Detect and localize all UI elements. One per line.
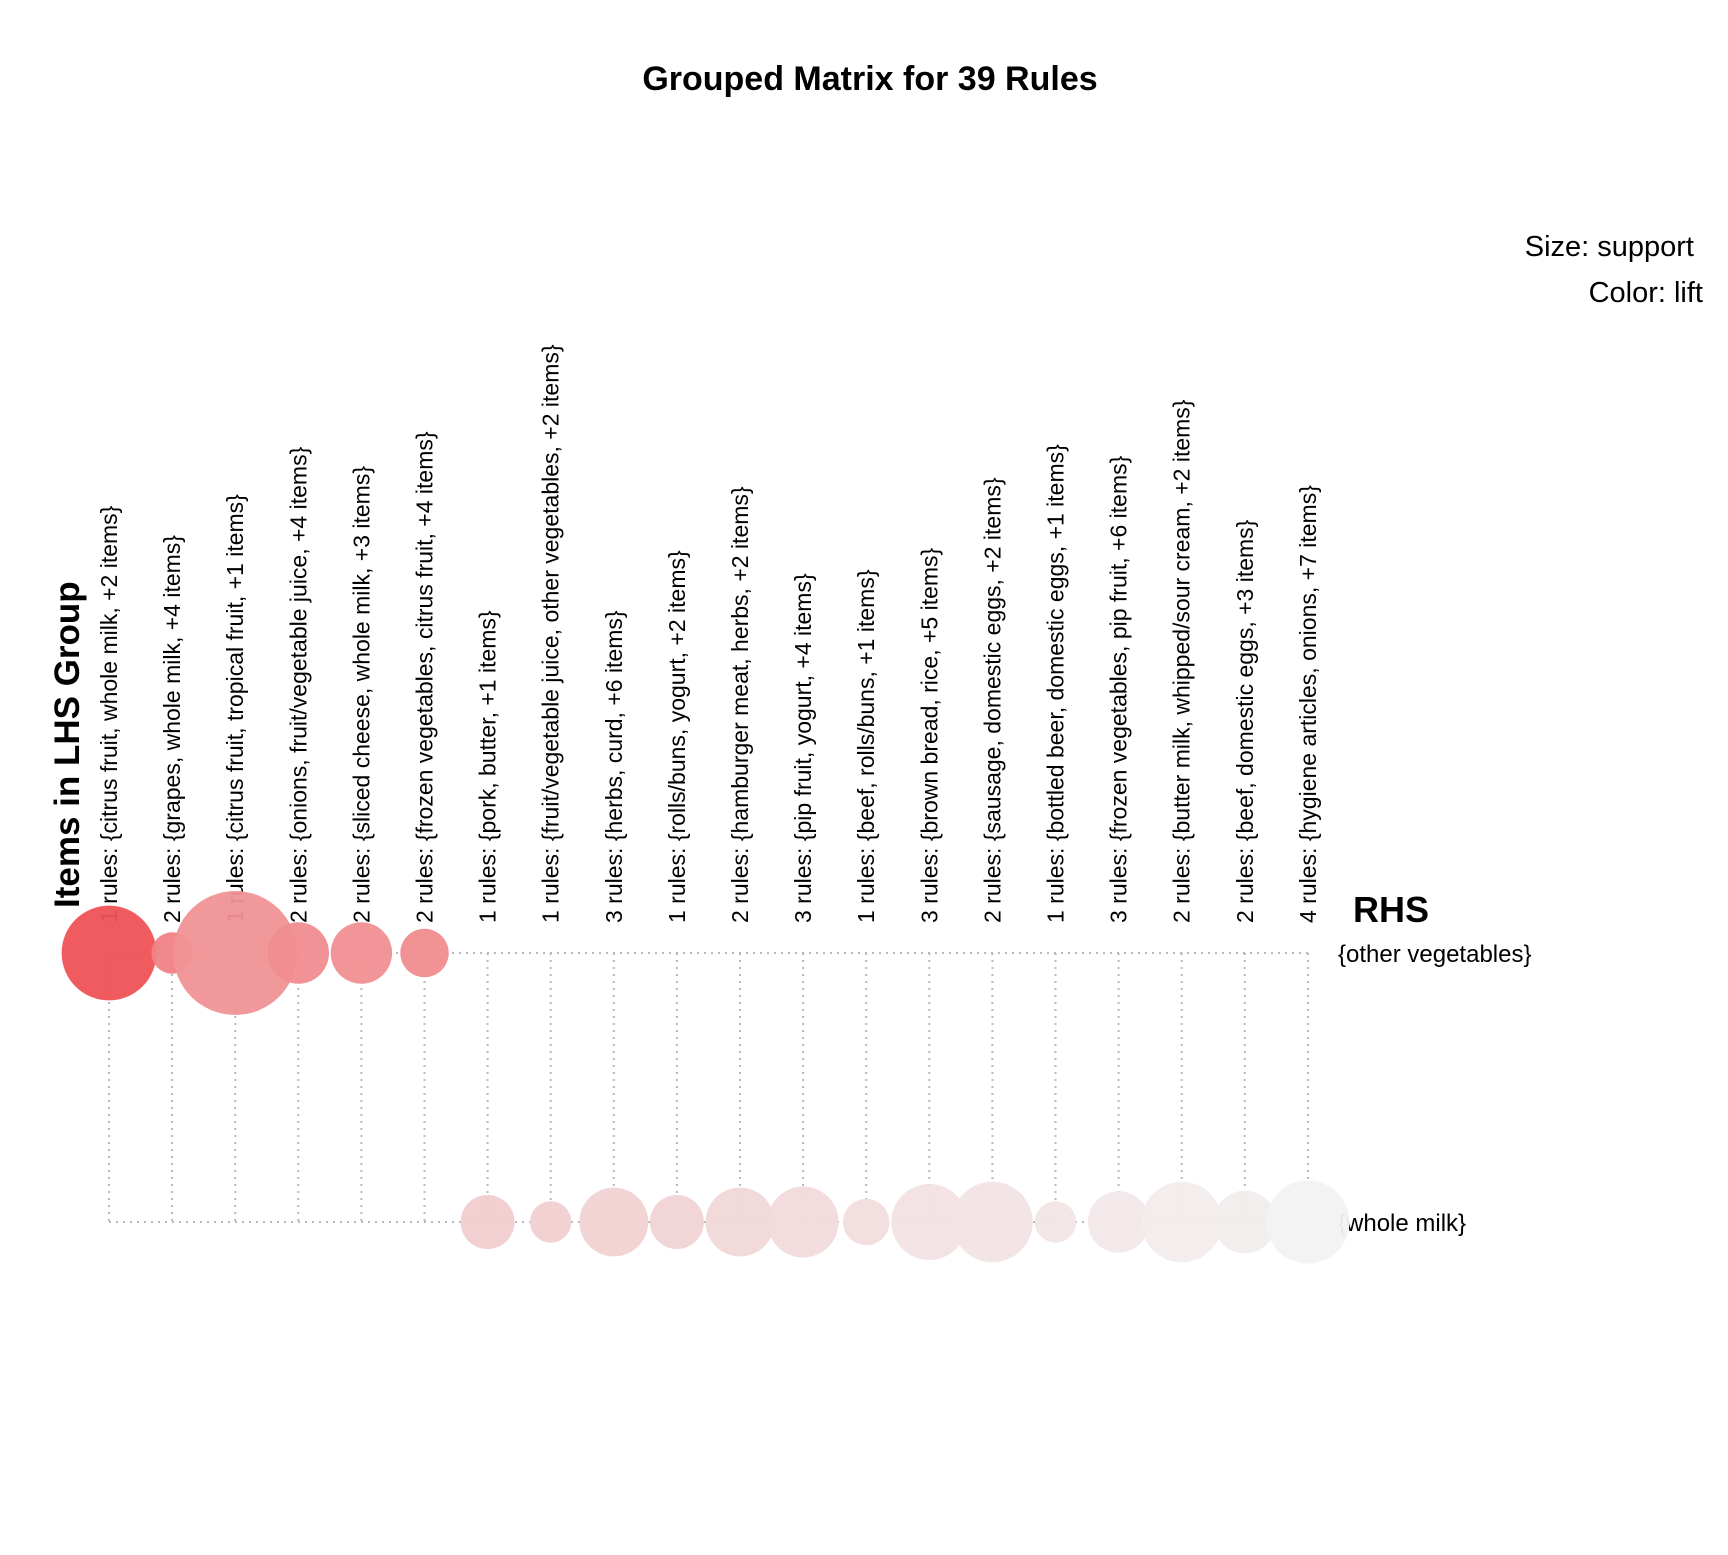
rule-bubble [1266, 1180, 1350, 1264]
lhs-group-label: 1 rules: {bottled beer, domestic eggs, +… [1043, 444, 1069, 923]
legend-size-label: Size: support [1525, 231, 1694, 263]
x-axis-title: Items in LHS Group [48, 581, 87, 908]
rhs-labels: {other vegetables} {whole milk} [1338, 941, 1532, 1237]
rhs-axis-title: RHS [1353, 889, 1429, 930]
rule-points [61, 891, 1350, 1264]
chart-title: Grouped Matrix for 39 Rules [642, 60, 1097, 98]
lhs-group-label: 2 rules: {grapes, whole milk, +4 items} [159, 535, 185, 923]
rule-bubble [400, 928, 449, 978]
lhs-group-label: 1 rules: {beef, rolls/buns, +1 items} [853, 569, 879, 923]
lhs-group-label: 1 rules: {fruit/vegetable juice, other v… [538, 344, 564, 923]
lhs-group-label: 2 rules: {butter milk, whipped/sour crea… [1169, 399, 1195, 923]
rule-bubble [649, 1195, 704, 1249]
lhs-group-labels: 1 rules: {citrus fruit, whole milk, +2 i… [96, 344, 1321, 923]
grid-lines [108, 952, 1309, 1223]
rhs-label: {other vegetables} [1338, 941, 1532, 968]
rule-bubble [61, 905, 157, 1001]
rule-bubble [705, 1187, 775, 1257]
lhs-group-label: 3 rules: {frozen vegetables, pip fruit, … [1106, 455, 1132, 923]
rule-bubble [1034, 1201, 1077, 1243]
rule-bubble [579, 1187, 649, 1257]
legend-color-label: Color: lift [1589, 277, 1703, 309]
rule-bubble [267, 922, 329, 984]
rule-bubble [1213, 1190, 1277, 1254]
lhs-group-label: 3 rules: {herbs, curd, +6 items} [601, 610, 627, 923]
lhs-group-label: 2 rules: {hamburger meat, herbs, +2 item… [727, 486, 753, 923]
rule-bubble [1087, 1191, 1150, 1253]
rhs-label: {whole milk} [1338, 1210, 1466, 1237]
rule-bubble [843, 1198, 890, 1246]
lhs-group-label: 2 rules: {sausage, domestic eggs, +2 ite… [979, 477, 1005, 923]
rule-bubble [460, 1195, 515, 1249]
lhs-group-label: 1 rules: {rolls/buns, yogurt, +2 items} [664, 550, 690, 923]
lhs-group-label: 2 rules: {frozen vegetables, citrus frui… [412, 431, 438, 923]
rule-bubble [952, 1181, 1033, 1263]
rule-bubble [530, 1201, 572, 1243]
lhs-group-label: 3 rules: {brown bread, rice, +5 items} [916, 547, 942, 923]
lhs-group-label: 2 rules: {sliced cheese, whole milk, +3 … [348, 466, 374, 923]
rule-bubble [330, 922, 393, 984]
lhs-group-label: 1 rules: {pork, butter, +1 items} [475, 610, 501, 923]
rule-bubble [891, 1184, 968, 1260]
lhs-group-label: 1 rules: {citrus fruit, tropical fruit, … [222, 494, 248, 923]
rule-bubble [767, 1186, 839, 1258]
lhs-group-label: 1 rules: {citrus fruit, whole milk, +2 i… [96, 505, 122, 923]
lhs-group-label: 2 rules: {onions, fruit/vegetable juice,… [285, 446, 311, 923]
rule-bubble [173, 891, 298, 1015]
rule-bubble [1141, 1181, 1222, 1263]
lhs-group-label: 2 rules: {beef, domestic eggs, +3 items} [1232, 519, 1258, 923]
lhs-group-label: 3 rules: {pip fruit, yogurt, +4 items} [790, 573, 816, 923]
lhs-group-label: 4 rules: {hygiene articles, onions, +7 i… [1295, 485, 1321, 923]
